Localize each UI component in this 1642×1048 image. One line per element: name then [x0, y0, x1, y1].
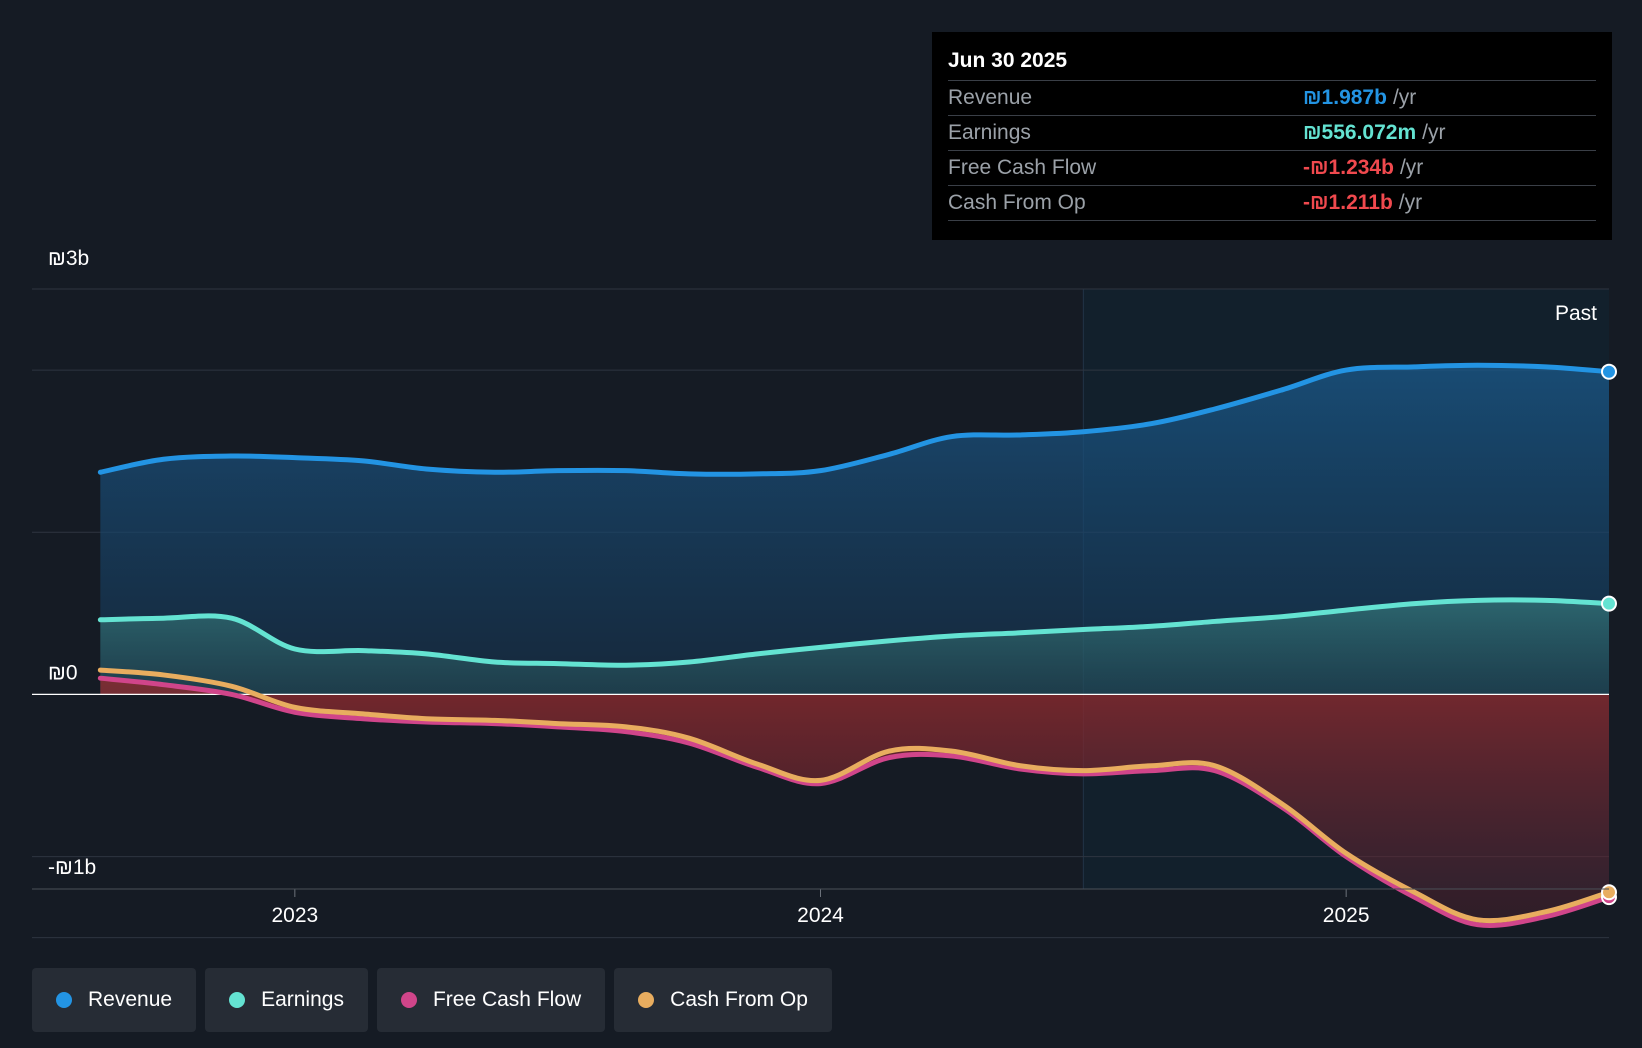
legend-item-revenue[interactable]: Revenue — [32, 968, 197, 1032]
tooltip-row-cash-from-op: Cash From Op -₪1.211b /yr — [948, 186, 1596, 221]
end-point-revenue — [1601, 363, 1617, 380]
tooltip: Jun 30 2025 Revenue ₪1.987b /yr Earnings… — [932, 32, 1612, 240]
y-tick-label: ₪0 — [48, 661, 78, 684]
tooltip-label: Free Cash Flow — [948, 156, 1097, 179]
tooltip-value: -₪1.234b — [1303, 156, 1394, 179]
area-revenue — [100, 365, 1609, 695]
tooltip-label: Earnings — [948, 121, 1031, 144]
past-region-label: Past — [1555, 302, 1597, 325]
legend-label: Cash From Op — [670, 988, 808, 1011]
x-tick-label: 2024 — [797, 904, 844, 927]
area-earnings — [100, 599, 1609, 695]
legend-label: Free Cash Flow — [432, 988, 582, 1011]
tooltip-label: Cash From Op — [948, 191, 1086, 214]
tooltip-row-earnings: Earnings ₪556.072m /yr — [948, 116, 1596, 151]
x-axis-labels: 2023 2024 2025 — [32, 888, 1609, 927]
tooltip-value: ₪556.072m — [1303, 121, 1417, 144]
tooltip-label: Revenue — [948, 86, 1033, 109]
line-cash-from-op — [97, 667, 1612, 924]
tooltip-unit: /yr — [1392, 86, 1417, 109]
line-free-cash-flow — [97, 675, 1612, 928]
line-revenue — [97, 362, 1612, 477]
legend: Revenue Earnings Free Cash Flow Cash Fro… — [32, 968, 832, 1032]
legend-item-earnings[interactable]: Earnings — [205, 968, 368, 1032]
legend-label: Revenue — [88, 988, 173, 1011]
series-areas — [100, 365, 1609, 926]
tooltip-row-free-cash-flow: Free Cash Flow -₪1.234b /yr — [948, 151, 1596, 186]
tooltip-value: ₪1.987b — [1303, 86, 1387, 109]
y-axis-labels: ₪3b ₪0 -₪1b — [48, 247, 96, 879]
free-cash-flow-dot-icon — [400, 992, 417, 1008]
series-lines — [97, 362, 1612, 928]
tooltip-row-revenue: Revenue ₪1.987b /yr — [948, 81, 1596, 116]
y-tick-label: ₪3b — [48, 247, 89, 270]
x-tick-label: 2023 — [271, 904, 318, 927]
end-point-cash-from-op — [1601, 884, 1617, 901]
revenue-dot-icon — [56, 992, 72, 1008]
y-tick-label: -₪1b — [48, 856, 96, 879]
tooltip-value: -₪1.211b — [1303, 191, 1393, 214]
tooltip-unit: /yr — [1399, 156, 1424, 179]
line-earnings — [97, 597, 1612, 668]
x-tick-label: 2025 — [1323, 904, 1370, 927]
legend-label: Earnings — [261, 988, 344, 1011]
tooltip-unit: /yr — [1422, 121, 1446, 144]
legend-item-free-cash-flow[interactable]: Free Cash Flow — [376, 968, 606, 1032]
area-free-cash-flow — [100, 678, 1609, 926]
end-point-earnings — [1601, 595, 1617, 612]
earnings-dot-icon — [229, 992, 246, 1008]
tooltip-date: Jun 30 2025 — [948, 46, 1596, 81]
legend-item-cash-from-op[interactable]: Cash From Op — [614, 968, 832, 1032]
cash-from-op-dot-icon — [638, 992, 655, 1008]
tooltip-unit: /yr — [1398, 191, 1423, 214]
